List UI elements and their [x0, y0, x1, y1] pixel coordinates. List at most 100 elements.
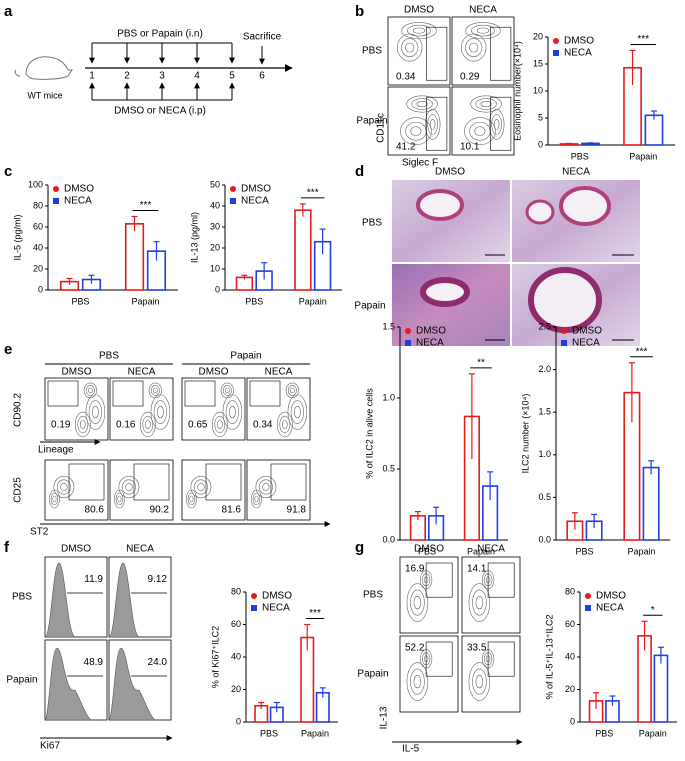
contour — [290, 400, 305, 424]
y-tick-label: 20 — [210, 242, 220, 252]
y-tick-label: 0.0 — [382, 534, 395, 544]
legend-marker — [251, 593, 257, 599]
x-axis-label: Ki67 — [40, 741, 60, 752]
significance-label: *** — [309, 608, 321, 619]
contour — [77, 415, 89, 434]
contour — [464, 117, 496, 146]
y-tick-label: 10 — [533, 85, 543, 95]
gate-value: 0.19 — [51, 420, 71, 431]
contour — [156, 406, 164, 419]
contour — [413, 595, 422, 610]
legend-label: NECA — [64, 196, 92, 207]
x-tick-label: PBS — [71, 296, 89, 306]
row-label: PBS — [362, 46, 382, 57]
contour — [56, 479, 71, 495]
y-tick-label: 30 — [210, 221, 220, 231]
contour — [410, 126, 422, 137]
y-tick-label: 0 — [570, 716, 575, 726]
day-label: 2 — [124, 71, 130, 82]
contour — [491, 114, 502, 135]
y-tick-label: 2.0 — [538, 364, 551, 374]
gate-value: 9.12 — [148, 574, 168, 585]
legend-label: DMSO — [241, 184, 271, 195]
legend-marker — [230, 198, 236, 204]
contour — [139, 411, 156, 438]
y-tick-label: 1.5 — [538, 407, 551, 417]
contour — [475, 674, 484, 689]
gate — [426, 96, 448, 151]
flow-plot — [181, 377, 246, 441]
x-tick-label: PBS — [418, 546, 436, 556]
contour — [152, 387, 158, 394]
mouse-label: WT mice — [27, 90, 62, 100]
contour — [87, 387, 93, 394]
y-axis-label: IL-5 (pg/ml) — [12, 214, 22, 260]
x-tick-label: PBS — [571, 151, 589, 161]
contour — [85, 394, 106, 430]
y-tick-label: 40 — [565, 651, 575, 661]
contour — [287, 385, 297, 396]
gate-value: 0.34 — [396, 72, 416, 83]
y-tick-label: 0 — [38, 284, 43, 294]
contour — [406, 583, 429, 622]
panel-letter: g — [355, 539, 364, 556]
x-tick-label: Papain — [299, 296, 327, 306]
contour — [416, 100, 428, 108]
contour — [115, 492, 124, 506]
x-tick-label: Papain — [131, 296, 159, 306]
legend-label: NECA — [241, 196, 269, 207]
y-tick-label: 1.0 — [538, 449, 551, 459]
sacrifice-label: Sacrifice — [243, 32, 282, 43]
legend-label: NECA — [596, 603, 624, 614]
gate-value: 16.9 — [405, 564, 425, 575]
column-label: DMSO — [414, 544, 444, 555]
y-tick-label: 0 — [538, 139, 543, 149]
row-label: Papain — [6, 675, 37, 686]
contour — [413, 674, 422, 689]
legend-label: DMSO — [64, 184, 94, 195]
y-axis-label: % of ILC2 in alive cells — [364, 388, 374, 479]
legend-label: DMSO — [572, 326, 602, 337]
contour — [187, 492, 196, 506]
gate — [184, 380, 216, 407]
panel-letter: d — [355, 163, 364, 180]
contour — [79, 420, 86, 429]
legend-label: DMSO — [564, 36, 594, 47]
significance-label: *** — [140, 200, 152, 211]
contour — [480, 100, 492, 108]
legend-marker — [230, 186, 236, 192]
column-label: DMSO — [404, 5, 434, 16]
flow-plot — [399, 635, 459, 713]
significance-label: *** — [636, 346, 648, 357]
airway — [416, 189, 464, 221]
contour — [465, 38, 483, 57]
bar — [644, 114, 664, 146]
contour — [91, 406, 99, 419]
gate-value: 0.29 — [460, 72, 480, 83]
x-axis-label: IL-5 — [402, 744, 420, 755]
legend-marker — [585, 593, 591, 599]
contour — [211, 411, 228, 438]
treatment-label: DMSO or NECA (i.p) — [114, 106, 206, 117]
column-label: DMSO — [199, 367, 229, 378]
airway — [559, 186, 611, 226]
row-label: PBS — [363, 590, 383, 601]
legend-marker — [53, 186, 59, 192]
contour — [427, 114, 438, 135]
contour — [468, 662, 491, 701]
panel-letter: a — [4, 3, 13, 20]
histogram — [108, 647, 156, 721]
contour — [406, 662, 429, 701]
contour — [400, 117, 432, 146]
contour — [281, 420, 288, 429]
column-label: NECA — [562, 167, 590, 178]
gate-value: 41.2 — [396, 142, 416, 153]
gate — [68, 463, 105, 501]
x-tick-label: PBS — [595, 728, 613, 738]
legend-marker — [585, 605, 591, 611]
flow-plot — [109, 377, 174, 441]
x-tick-label: PBS — [575, 546, 593, 556]
y-tick-label: 0.0 — [538, 534, 551, 544]
histogram — [44, 562, 76, 638]
contour — [461, 33, 487, 62]
